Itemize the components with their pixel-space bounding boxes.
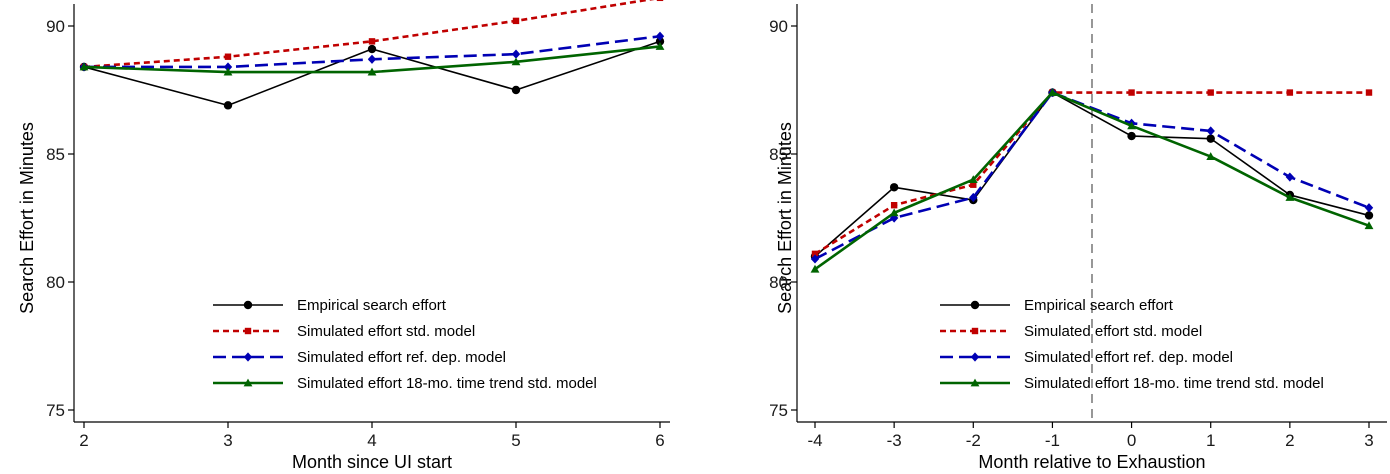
- chart-left-legend-label-3: Simulated effort 18-mo. time trend std. …: [297, 375, 597, 392]
- chart-right: Month relative to Exhaustion Search Effo…: [769, 4, 1387, 472]
- chart-right-series-0-point: [1364, 211, 1374, 220]
- chart-right-series-3-point: [1285, 193, 1295, 201]
- chart-right-series-0-point: [889, 183, 899, 192]
- chart-left-series-2-point: [655, 31, 665, 41]
- chart-right-series-3: [810, 88, 1374, 273]
- chart-left-series-line-1: [83, 0, 655, 69]
- chart-right-series-3-point: [1127, 121, 1136, 130]
- chart-right-series-line-1: [814, 91, 1369, 255]
- chart-right-legend-label-3: Simulated effort 18-mo. time trend std. …: [1024, 375, 1324, 392]
- chart-right-y-tick-label: 80: [769, 273, 788, 292]
- chart-right-series-2-point: [969, 192, 978, 203]
- chart-left-legend-marker-1: [244, 327, 252, 335]
- chart-right-series-3-point: [889, 208, 899, 217]
- chart-left-ylabel: Search Effort in Minutes: [17, 122, 37, 314]
- chart-left-series-2-point: [223, 62, 233, 72]
- chart-left-series-1-point: [512, 17, 520, 25]
- chart-right-y-tick-label: 90: [769, 17, 788, 36]
- chart-right-ylabel: Search Effort in Minutes: [775, 122, 795, 314]
- chart-right-series-3-point: [810, 264, 820, 273]
- chart-right-x-tick-label: -2: [966, 431, 981, 450]
- chart-left-x-tick-label: 5: [511, 431, 520, 450]
- chart-right-series-line-3: [814, 91, 1370, 271]
- chart-right-x-tick-label: 1: [1206, 431, 1215, 450]
- chart-left-legend-label-2: Simulated effort ref. dep. model: [297, 349, 506, 366]
- chart-left-x-tick-label: 4: [367, 431, 376, 450]
- chart-left-series-3-point: [511, 57, 521, 66]
- chart-left-x-tick-label: 3: [223, 431, 232, 450]
- chart-right-x-tick-label: -1: [1045, 431, 1060, 450]
- chart-right-x-tick-label: 0: [1127, 431, 1136, 450]
- chart-left-x-tick-label: 6: [655, 431, 664, 450]
- chart-right-series-1-point: [1365, 89, 1373, 96]
- chart-right-y-tick-label: 75: [769, 401, 788, 420]
- chart-left-series-0-point: [655, 37, 665, 46]
- chart-left-series-3-point: [79, 62, 89, 71]
- chart-left-series-3-point: [223, 67, 233, 76]
- chart-left-legend: Empirical search effort Simulated effort …: [213, 297, 597, 392]
- chart-left-series-0-point: [223, 101, 233, 110]
- chart-right-series-3-point: [1048, 88, 1057, 96]
- chart-right-legend-marker-2: [970, 352, 980, 362]
- chart-left-y-tick-label: 75: [46, 401, 65, 420]
- chart-left-x-tick-label: 2: [79, 431, 88, 450]
- chart-left-legend-marker-2: [243, 352, 253, 362]
- chart-right-series-3-point: [1364, 221, 1374, 230]
- chart-left-series-0-point: [367, 44, 377, 54]
- chart-right-series-0-point: [1127, 131, 1136, 141]
- chart-left-legend-label-1: Simulated effort std. model: [297, 323, 475, 340]
- chart-right-series-0-point: [1206, 134, 1215, 143]
- chart-right-x-tick-label: -4: [807, 431, 822, 450]
- chart-right-series-1-point: [890, 202, 898, 209]
- chart-left-series-2-point: [511, 49, 521, 59]
- chart-right-series-1-point: [1286, 89, 1294, 96]
- chart-left: Month since UI start Search Effort in Mi…: [17, 0, 670, 472]
- chart-left-series-3-point: [655, 42, 665, 50]
- chart-left-legend-marker-0: [243, 300, 253, 310]
- chart-right-legend-marker-0: [970, 300, 980, 310]
- chart-right-legend-label-0: Empirical search effort: [1024, 297, 1174, 314]
- chart-left-y-tick-label: 90: [46, 17, 65, 36]
- chart-right-xlabel: Month relative to Exhaustion: [978, 452, 1205, 472]
- chart-left-legend-marker-3: [243, 378, 253, 387]
- chart-left-series-2-point: [367, 54, 377, 64]
- chart-right-series-2-point: [1364, 203, 1374, 213]
- chart-right-series-2-point: [1206, 126, 1215, 136]
- chart-right-series-1-point: [970, 181, 977, 188]
- chart-right-x-tick-label: -3: [887, 431, 902, 450]
- chart-right-series-1-point: [811, 250, 819, 258]
- chart-right-legend-label-2: Simulated effort ref. dep. model: [1024, 349, 1233, 366]
- chart-left-xlabel: Month since UI start: [292, 452, 452, 472]
- chart-left-legend-label-0: Empirical search effort: [297, 297, 447, 314]
- chart-left-series-0-point: [511, 85, 521, 95]
- chart-left-series-1-point: [224, 53, 232, 60]
- chart-left-series-3-point: [367, 67, 377, 76]
- chart-right-legend-marker-3: [970, 378, 980, 387]
- chart-right-series-line-0: [814, 91, 1370, 258]
- chart-right-series-1-point: [1207, 89, 1214, 96]
- chart-left-series-1-point: [368, 38, 376, 45]
- chart-left-y-tick-label: 80: [46, 273, 65, 292]
- chart-right-legend: Empirical search effort Simulated effort …: [940, 297, 1324, 392]
- chart-right-series-3-point: [1206, 152, 1216, 160]
- chart-right-legend-label-1: Simulated effort std. model: [1024, 323, 1202, 340]
- chart-right-series-3-point: [968, 175, 978, 183]
- chart-right-y-tick-label: 85: [769, 145, 788, 164]
- chart-left-series-1-point: [656, 0, 664, 2]
- chart-right-x-tick-label: 3: [1364, 431, 1373, 450]
- chart-right-legend-marker-1: [971, 327, 979, 335]
- chart-left-y-tick-label: 85: [46, 145, 65, 164]
- chart-right-series-2-point: [810, 254, 820, 264]
- chart-right-x-tick-label: 2: [1285, 431, 1294, 450]
- chart-right-series-2-point: [1285, 172, 1295, 182]
- chart-left-series-3: [79, 42, 665, 76]
- chart-right-series-1-point: [1128, 89, 1135, 96]
